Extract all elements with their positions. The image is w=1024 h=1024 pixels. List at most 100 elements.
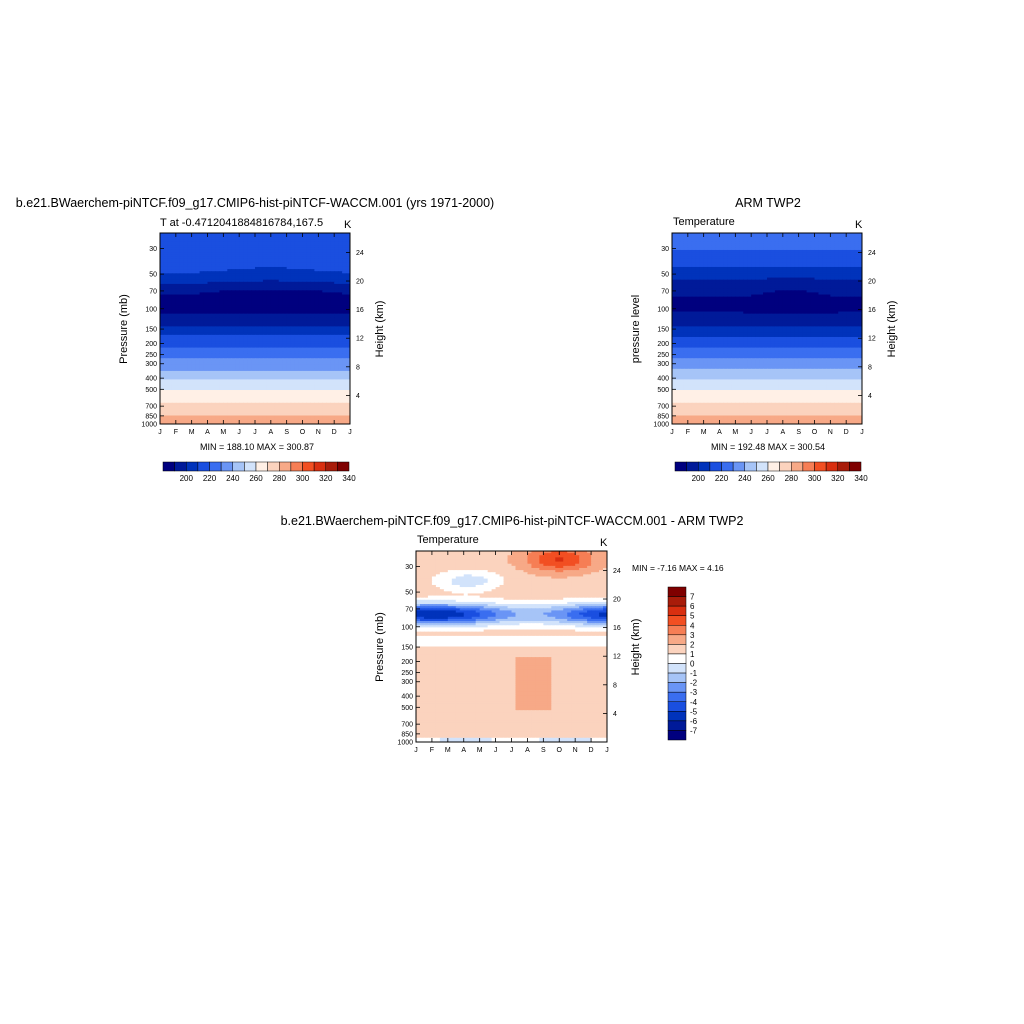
- x-tick-label: J: [237, 429, 241, 436]
- contour-cell: [290, 419, 296, 423]
- contour-cell: [171, 332, 177, 336]
- contour-cell: [266, 409, 272, 412]
- contour-cell: [314, 296, 319, 300]
- contour-cell: [243, 328, 248, 332]
- contour-cell: [223, 381, 228, 385]
- contour-cell: [163, 404, 169, 408]
- contour-cell: [262, 235, 268, 238]
- contour-cell: [266, 307, 272, 310]
- contour-cell: [215, 235, 220, 238]
- y-tick-label: 700: [145, 404, 157, 411]
- contour-cell: [278, 239, 284, 243]
- contour-cell: [334, 394, 339, 398]
- contour-cell: [171, 279, 177, 283]
- contour-cell: [223, 411, 228, 414]
- contour-cell: [227, 404, 232, 408]
- contour-cell: [179, 239, 185, 243]
- contour-cell: [251, 260, 256, 264]
- contour-cell: [231, 247, 236, 251]
- contour-cell: [239, 353, 244, 357]
- contour-cell: [255, 245, 260, 249]
- contour-cell: [346, 362, 350, 366]
- contour-cell: [247, 245, 252, 249]
- contour-cell: [239, 415, 244, 419]
- contour-cell: [195, 273, 201, 277]
- contour-cell: [778, 245, 784, 249]
- contour-cell: [711, 237, 717, 240]
- contour-cell: [171, 249, 177, 253]
- contour-cell: [739, 235, 744, 238]
- contour-cell: [231, 258, 236, 262]
- contour-cell: [270, 370, 276, 374]
- contour-cell: [235, 283, 240, 287]
- contour-cell: [715, 254, 721, 257]
- contour-cell: [195, 328, 201, 332]
- contour-cell: [247, 279, 252, 283]
- contour-cell: [294, 283, 300, 287]
- contour-cell: [310, 296, 315, 300]
- contour-cell: [191, 330, 197, 334]
- contour-cell: [183, 373, 189, 376]
- contour-cell: [282, 351, 288, 355]
- contour-cell: [262, 334, 268, 338]
- contour-cell: [255, 394, 260, 398]
- contour-cell: [167, 245, 173, 249]
- contour-cell: [794, 235, 800, 238]
- contour-cell: [314, 390, 319, 393]
- contour-cell: [243, 264, 248, 268]
- contour-cell: [266, 252, 272, 255]
- contour-cell: [298, 356, 304, 359]
- contour-cell: [207, 385, 213, 389]
- contour-cell: [203, 241, 209, 245]
- contour-cell: [278, 334, 284, 338]
- contour-cell: [199, 243, 205, 247]
- contour-cell: [310, 273, 315, 277]
- contour-cell: [310, 328, 315, 332]
- contour-cell: [310, 256, 315, 260]
- contour-cell: [171, 404, 177, 408]
- contour-cell: [806, 252, 812, 255]
- contour-cell: [227, 334, 232, 338]
- contour-cell: [282, 271, 288, 274]
- contour-cell: [167, 254, 173, 257]
- contour-cell: [258, 273, 264, 277]
- contour-cell: [223, 375, 228, 378]
- contour-cell: [711, 233, 717, 236]
- contour-cell: [270, 260, 276, 264]
- contour-cell: [223, 294, 228, 298]
- contour-cell: [219, 233, 224, 236]
- contour-cell: [219, 320, 224, 323]
- contour-cell: [318, 279, 323, 283]
- contour-cell: [302, 349, 308, 353]
- contour-cell: [330, 296, 335, 300]
- contour-cell: [231, 239, 236, 243]
- contour-cell: [219, 290, 224, 294]
- contour-cell: [334, 239, 339, 243]
- contour-cell: [270, 379, 276, 383]
- contour-cell: [160, 417, 165, 421]
- contour-cell: [330, 275, 335, 279]
- contour-cell: [302, 409, 308, 412]
- contour-cell: [227, 351, 232, 355]
- contour-cell: [266, 298, 272, 302]
- contour-cell: [318, 409, 323, 412]
- contour-cell: [318, 288, 323, 291]
- contour-cell: [302, 404, 308, 408]
- contour-cell: [338, 356, 343, 359]
- contour-cell: [207, 320, 213, 323]
- contour-cell: [191, 349, 197, 353]
- contour-cell: [306, 277, 312, 281]
- contour-cell: [278, 385, 284, 389]
- contour-cell: [826, 243, 831, 247]
- contour-cell: [302, 249, 308, 253]
- contour-cell: [160, 377, 165, 381]
- contour-cell: [171, 264, 177, 268]
- contour-cell: [219, 381, 224, 385]
- contour-cell: [310, 387, 315, 391]
- contour-cell: [278, 419, 284, 423]
- contour-cell: [274, 407, 280, 410]
- contour-cell: [191, 283, 197, 287]
- contour-cell: [227, 271, 232, 274]
- contour-cell: [255, 322, 260, 325]
- contour-cell: [243, 377, 248, 381]
